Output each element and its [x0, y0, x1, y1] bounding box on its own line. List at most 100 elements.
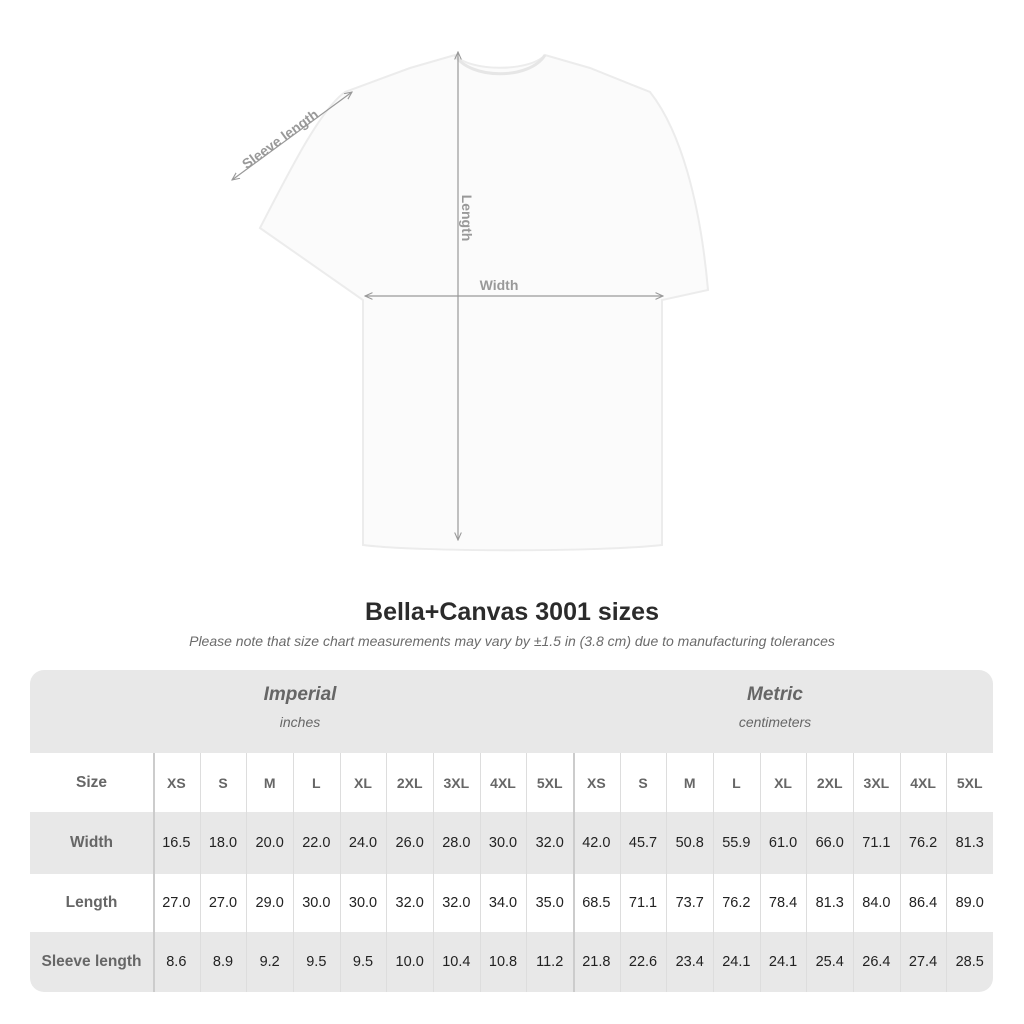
size-column-header: 3XL — [863, 774, 890, 791]
width-label: Width — [480, 277, 519, 293]
size-column-header: XL — [354, 774, 372, 791]
group-name: Imperial — [263, 684, 337, 705]
table-cell: 78.4 — [768, 895, 798, 911]
table-cell: 86.4 — [908, 895, 938, 911]
table-cell: 32.0 — [535, 835, 564, 851]
column-divider — [386, 753, 388, 992]
table-cell: 30.0 — [302, 895, 331, 911]
table-cell: 24.0 — [348, 835, 378, 851]
table-cell: 84.0 — [862, 895, 891, 911]
table-cell: 28.5 — [955, 954, 984, 970]
size-header: Size — [75, 773, 107, 791]
row-label: Sleeve length — [41, 953, 142, 970]
table-cell: 73.7 — [675, 895, 704, 911]
size-table: Imperial inches Metric centimeters Size X… — [30, 670, 993, 992]
tolerance-note: Please note that size chart measurements… — [189, 633, 835, 649]
table-cell: 32.0 — [442, 895, 471, 911]
table-cell: 16.5 — [162, 835, 191, 851]
table-cell: 28.0 — [442, 835, 471, 851]
size-column-header: XS — [166, 774, 186, 791]
table-cell: 45.7 — [628, 835, 658, 851]
column-divider — [853, 753, 855, 992]
page-title: Bella+Canvas 3001 sizes — [365, 598, 659, 626]
size-column-header: 2XL — [816, 774, 843, 791]
table-cell: 30.0 — [488, 835, 518, 851]
column-divider — [293, 753, 294, 992]
table-cell: 27.4 — [908, 954, 938, 970]
metric-group-header: Metric centimeters — [565, 684, 985, 730]
size-column-header: M — [683, 774, 696, 791]
table-cell: 25.4 — [815, 954, 844, 970]
row-label: Width — [70, 834, 113, 851]
column-divider — [199, 753, 201, 992]
column-divider — [759, 753, 761, 992]
size-column-header: 3XL — [443, 774, 470, 791]
column-divider — [666, 753, 668, 992]
table-cell: 29.0 — [255, 895, 284, 911]
column-divider — [573, 753, 576, 992]
column-divider — [713, 753, 715, 992]
table-cell: 9.2 — [259, 954, 280, 970]
group-unit: inches — [279, 714, 321, 730]
table-cell: 34.0 — [488, 895, 518, 911]
group-header-band — [30, 670, 993, 753]
size-column-header: 4XL — [910, 774, 936, 791]
column-divider — [433, 753, 435, 992]
table-cell: 24.1 — [768, 954, 798, 970]
table-cell: 89.0 — [955, 895, 984, 911]
size-column-header: S — [218, 774, 228, 791]
table-cell: 27.0 — [162, 895, 191, 911]
size-column-header: S — [638, 774, 648, 791]
table-cell: 10.4 — [442, 954, 471, 970]
table-cell: 26.4 — [862, 954, 891, 970]
size-column-header: 4XL — [490, 774, 516, 791]
table-cell: 21.8 — [582, 954, 611, 970]
table-cell: 18.0 — [208, 835, 238, 851]
table-cell: 9.5 — [306, 954, 327, 970]
table-cell: 27.0 — [208, 895, 238, 911]
table-cell: 81.3 — [815, 895, 844, 911]
table-cell: 20.0 — [255, 835, 284, 851]
table-cell: 8.9 — [212, 954, 234, 970]
column-divider — [246, 753, 248, 992]
column-divider — [899, 753, 901, 992]
column-divider — [619, 753, 621, 992]
size-row-band — [30, 753, 993, 812]
size-column-header: 2XL — [396, 774, 423, 791]
table-cell: 32.0 — [395, 895, 424, 911]
table-cell: 76.2 — [722, 895, 751, 911]
column-divider — [339, 753, 341, 992]
table-cell: 76.2 — [908, 835, 938, 851]
size-column-header: 5XL — [536, 774, 563, 791]
column-divider — [526, 753, 528, 992]
table-cell: 22.6 — [628, 954, 658, 970]
width-row-band — [30, 812, 993, 874]
table-cell: 10.0 — [395, 954, 424, 970]
table-cell: 71.1 — [862, 835, 891, 851]
table-cell: 66.0 — [815, 835, 844, 851]
size-column-header: M — [263, 774, 276, 791]
width-measure-line: Width — [365, 277, 663, 296]
group-name: Metric — [747, 684, 803, 705]
row-label: Length — [65, 894, 118, 911]
size-column-header: 5XL — [956, 774, 983, 791]
table-cell: 11.2 — [536, 954, 564, 970]
size-column-header: XS — [587, 774, 606, 791]
length-row-band — [30, 874, 993, 932]
table-cell: 24.1 — [722, 954, 751, 970]
table-cell: 9.5 — [352, 954, 374, 970]
column-divider — [153, 753, 155, 992]
table-cell: 61.0 — [768, 835, 798, 851]
table-cell: 68.5 — [582, 895, 611, 911]
group-unit: centimeters — [738, 714, 812, 730]
tshirt-diagram: Sleeve length Length Width — [0, 0, 710, 552]
table-cell: 42.0 — [582, 835, 611, 851]
sleeve-row-band — [30, 932, 993, 992]
column-divider — [806, 753, 808, 992]
table-cell: 50.8 — [675, 835, 704, 851]
length-label: Length — [459, 195, 475, 242]
table-cell: 81.3 — [955, 835, 984, 851]
table-cell: 26.0 — [395, 835, 424, 851]
table-cell: 55.9 — [722, 835, 751, 851]
tshirt-icon — [258, 53, 710, 552]
